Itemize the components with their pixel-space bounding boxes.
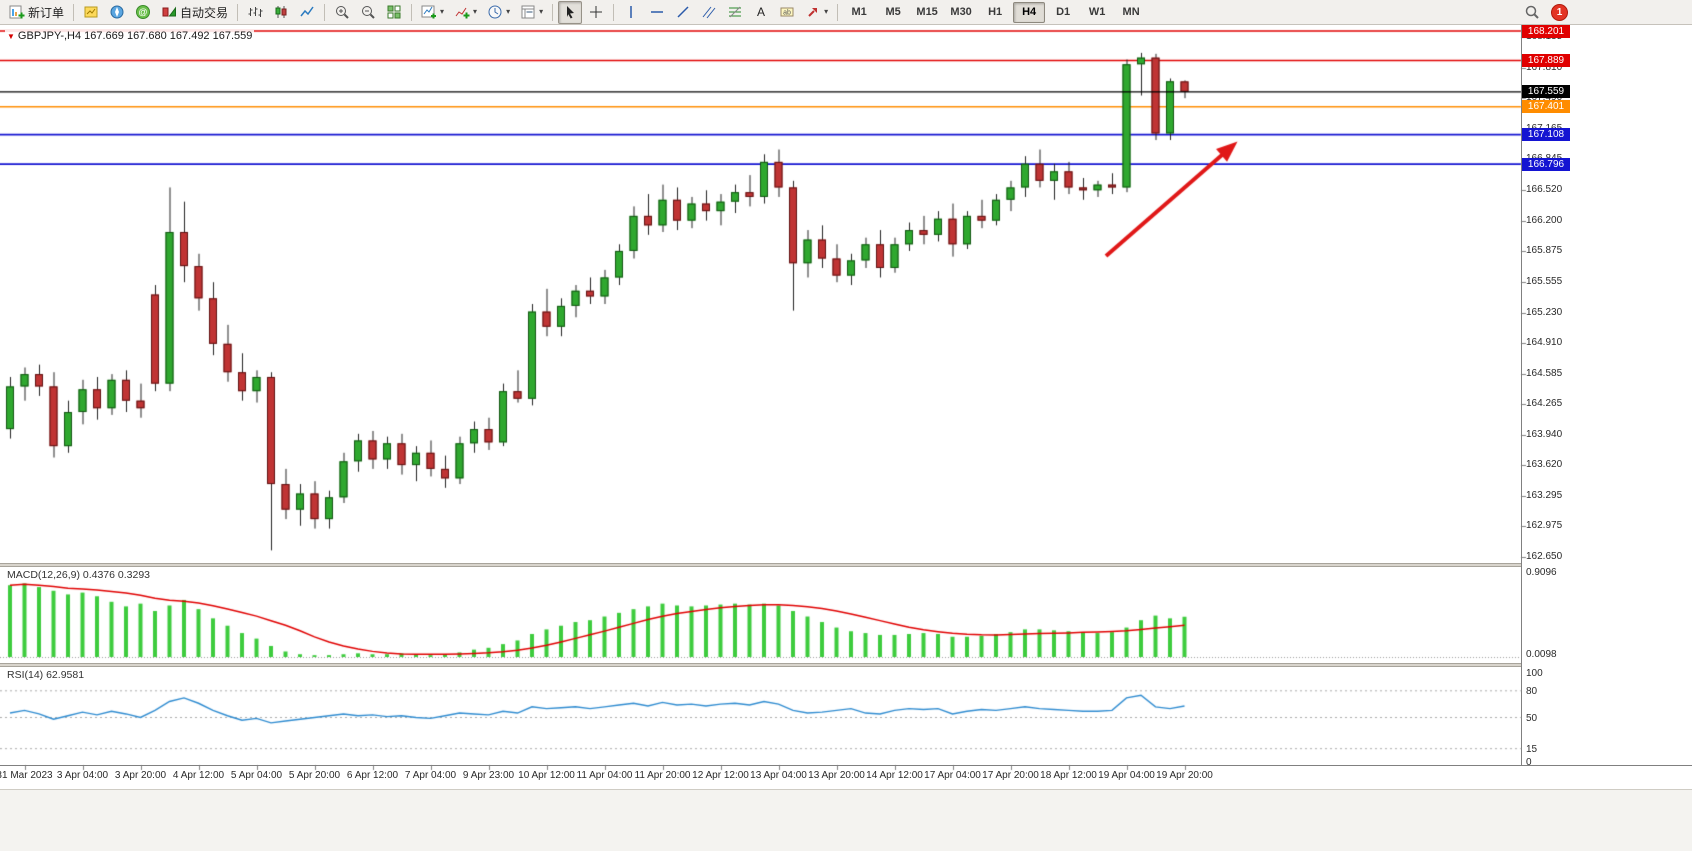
time-axis-label: 9 Apr 23:00 [462,770,515,781]
price-axis-label: 162.975 [1526,520,1563,532]
time-axis-label: 31 Mar 2023 [0,770,53,781]
rsi-scale-label: 80 [1526,685,1538,697]
price-axis-label: 164.265 [1526,397,1563,409]
price-axis-label: 167.810 [1526,62,1563,74]
price-axis-label: 163.620 [1526,459,1563,471]
current-price-badge: 167.559 [1522,85,1570,99]
price-axis-label: 165.555 [1526,275,1563,287]
time-axis-label: 17 Apr 20:00 [982,770,1039,781]
price-line-badge: 167.401 [1522,100,1570,114]
price-axis-label: 163.295 [1526,489,1563,501]
time-axis-label: 5 Apr 20:00 [288,770,341,781]
price-line-badge: 168.201 [1522,24,1570,38]
chart-title-text: GBPJPY-,H4 167.669 167.680 167.492 167.5… [17,30,253,42]
rsi-scale-label: 50 [1526,712,1538,724]
time-axis-label: 3 Apr 20:00 [114,770,167,781]
time-axis-label: 17 Apr 04:00 [924,770,981,781]
price-axis-label: 166.520 [1526,184,1563,196]
time-axis-label: 4 Apr 12:00 [172,770,225,781]
time-axis-label: 19 Apr 04:00 [1098,770,1155,781]
time-axis-label: 11 Apr 20:00 [634,770,691,781]
time-axis-label: 13 Apr 04:00 [750,770,807,781]
rsi-scale-label: 100 [1526,668,1543,679]
price-axis-label: 165.875 [1526,245,1563,257]
time-axis-label: 7 Apr 04:00 [404,770,457,781]
time-axis-label: 13 Apr 20:00 [808,770,865,781]
price-line-badge: 167.108 [1522,128,1570,142]
price-line-badge: 167.889 [1522,54,1570,68]
chart-title: ▼ GBPJPY-,H4 167.669 167.680 167.492 167… [5,30,255,42]
price-line-badge: 166.796 [1522,157,1570,171]
symbol-marker-icon: ▼ [7,31,15,41]
time-axis-label: 11 Apr 04:00 [576,770,633,781]
time-axis-label: 5 Apr 04:00 [230,770,283,781]
price-axis-label: 165.230 [1526,306,1563,318]
price-axis-label: 164.585 [1526,367,1563,379]
time-axis-label: 3 Apr 04:00 [56,770,109,781]
rsi-scale-label: 15 [1526,743,1538,755]
macd-scale-max: 0.9096 [1526,567,1557,578]
time-axis-label: 18 Apr 12:00 [1040,770,1097,781]
time-axis-label: 6 Apr 12:00 [346,770,399,781]
macd-indicator-label: MACD(12,26,9) 0.4376 0.3293 [5,569,153,581]
time-axis-label: 10 Apr 12:00 [518,770,575,781]
time-axis-label: 19 Apr 20:00 [1156,770,1213,781]
price-axis-label: 164.910 [1526,336,1563,348]
macd-scale-min: 0.0098 [1526,649,1557,660]
rsi-scale-label: 0 [1526,757,1532,768]
time-axis-label: 12 Apr 12:00 [692,770,749,781]
time-axis-label: 14 Apr 12:00 [866,770,923,781]
price-axis-label: 162.650 [1526,551,1563,562]
price-axis-label: 163.940 [1526,428,1563,440]
price-axis-label: 166.200 [1526,214,1563,226]
rsi-indicator-label: RSI(14) 62.9581 [5,669,87,681]
